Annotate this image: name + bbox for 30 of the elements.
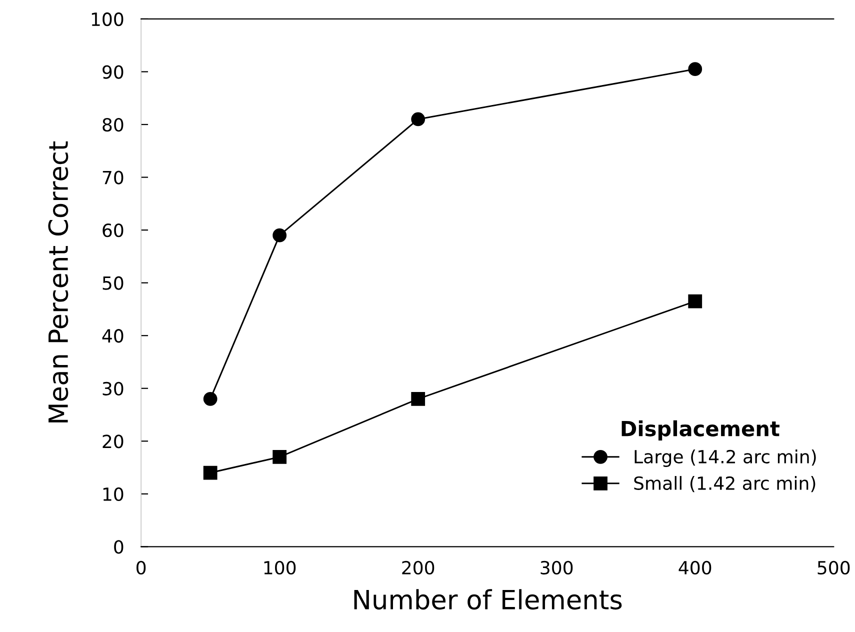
y-tick-label: 100 — [92, 12, 124, 26]
x-tick-label: 300 — [540, 560, 573, 575]
point — [411, 112, 426, 126]
y-tick-label: 90 — [102, 65, 124, 79]
y-tick-label: 20 — [102, 434, 124, 448]
x-tick-label: 200 — [402, 560, 434, 575]
x-tick-label: 0 — [136, 560, 146, 575]
y-tick-label: 30 — [102, 382, 124, 396]
point — [688, 62, 702, 76]
legend-title: Displacement — [622, 420, 780, 440]
x-tick-label: 100 — [264, 560, 296, 575]
y-tick-label: 80 — [102, 118, 124, 132]
point — [203, 392, 218, 406]
point — [272, 228, 287, 242]
y-tick-label: 40 — [102, 329, 124, 343]
point — [272, 450, 287, 464]
point — [203, 466, 218, 480]
y-axis-title: Mean Percent Correct — [48, 141, 68, 422]
x-tick-label: 400 — [678, 560, 712, 575]
legend-label: Large (14.2 arc min) — [634, 450, 816, 467]
point — [688, 294, 702, 308]
x-axis-title: Number of Elements — [354, 589, 622, 610]
x-tick-label: 500 — [818, 560, 850, 575]
y-tick-label: 50 — [102, 276, 124, 290]
y-tick-label: 0 — [114, 540, 124, 554]
point — [411, 392, 426, 406]
y-tick-label: 60 — [102, 224, 124, 238]
legend-label: Small (1.42 arc min) — [634, 476, 816, 492]
y-tick-label: 70 — [102, 170, 124, 184]
y-tick-label: 10 — [103, 487, 124, 502]
